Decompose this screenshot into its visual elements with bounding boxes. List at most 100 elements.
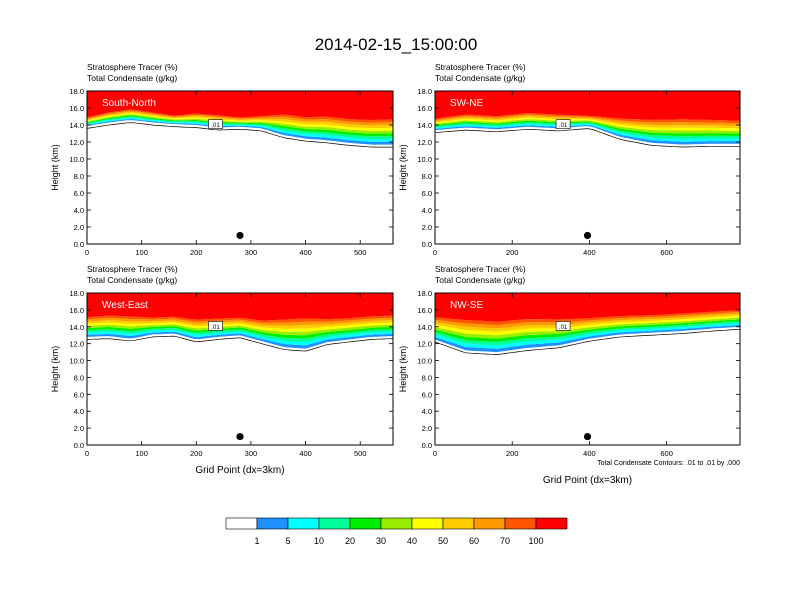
location-marker [583, 432, 592, 441]
plot-area [87, 91, 393, 244]
tracer-band-50 [87, 111, 393, 129]
tracer-band-60 [435, 114, 740, 126]
y-tick-label: 12.0 [417, 340, 432, 349]
tracer-band-70 [435, 310, 740, 325]
tracer-band-100 [87, 91, 393, 120]
y-tick-label: 6.0 [422, 189, 432, 198]
tracer-band-30 [87, 114, 393, 134]
y-axis-label: Height (km) [50, 144, 60, 191]
x-tick-label: 300 [245, 248, 258, 257]
tracer-band-20 [435, 120, 740, 137]
colorbar-label: 30 [376, 536, 386, 546]
y-tick-label: 18.0 [417, 289, 432, 298]
colorbar-swatch [504, 517, 537, 530]
x-tick-label: 200 [506, 449, 519, 458]
y-tick-label: 10.0 [69, 357, 84, 366]
colorbar-label: 50 [438, 536, 448, 546]
location-marker [236, 231, 244, 240]
tracer-band-30 [435, 119, 740, 134]
y-tick-label: 4.0 [74, 206, 84, 215]
y-tick-label: 10.0 [69, 155, 84, 164]
tracer-band-70 [435, 113, 740, 124]
panel-nw-se: .01 0.0 2.0 4.0 6.0 8.0 10.0 12.0 14.0 16.0 18.0 0 2… [398, 264, 741, 486]
tracer-band-5 [435, 323, 740, 349]
x-tick-label: 0 [433, 449, 437, 458]
plot-frame [434, 90, 741, 245]
tracer-band-30 [87, 324, 393, 336]
fill-variable-label: Stratosphere Tracer (%) [87, 62, 178, 72]
condensate-contour [435, 128, 740, 148]
tracer-band-5 [87, 117, 393, 142]
tracer-band-10 [435, 321, 740, 346]
y-axis-label: Height (km) [398, 346, 408, 393]
y-tick-label: 18.0 [69, 289, 84, 298]
colorbar-swatch [380, 517, 413, 530]
y-tick-label: 16.0 [417, 104, 432, 113]
contour-label-box [208, 119, 223, 129]
contour-label-box [555, 119, 571, 129]
colorbar-swatch [411, 517, 444, 530]
x-tick-label: 400 [583, 449, 596, 458]
tracer-band-100 [87, 293, 393, 321]
plot-area [435, 91, 740, 244]
y-tick-label: 8.0 [74, 373, 84, 382]
x-tick-label: 100 [135, 449, 148, 458]
colorbar-label: 100 [528, 536, 543, 546]
panel-west-east: .01 0.0 2.0 4.0 6.0 8.0 10.0 12.0 14.0 16.0 18.0 0 1… [50, 264, 394, 476]
y-tick-label: 18.0 [69, 87, 84, 96]
tracer-band-40 [87, 113, 393, 131]
x-tick-label: 600 [660, 449, 673, 458]
panel-south-north: .01 0.0 2.0 4.0 6.0 8.0 10.0 12.0 14.0 16.0 18.0 0 1… [50, 62, 394, 257]
contour-label: .01 [211, 325, 220, 331]
colorbar-swatch [225, 517, 258, 530]
y-tick-label: 16.0 [69, 306, 84, 315]
tracer-band-1 [435, 124, 740, 145]
fill-variable-label: Stratosphere Tracer (%) [435, 62, 526, 72]
y-tick-label: 10.0 [417, 357, 432, 366]
colorbar-label: 40 [407, 536, 417, 546]
panel-name: West-East [102, 300, 148, 311]
tracer-band-20 [87, 115, 393, 137]
x-tick-label: 400 [583, 248, 596, 257]
contour-label: .01 [559, 123, 568, 129]
x-tick-label: 0 [433, 248, 437, 257]
figure-title: 2014-02-15_15:00:00 [315, 35, 478, 54]
tracer-band-70 [87, 315, 393, 323]
colorbar-swatch [535, 517, 568, 530]
colorbar-label: 10 [314, 536, 324, 546]
x-tick-label: 600 [660, 248, 673, 257]
location-marker [583, 231, 592, 240]
y-tick-label: 16.0 [69, 104, 84, 113]
x-tick-label: 200 [190, 449, 203, 458]
y-tick-label: 6.0 [74, 390, 84, 399]
x-tick-label: 500 [354, 248, 367, 257]
y-tick-label: 6.0 [422, 390, 432, 399]
condensate-contour [87, 335, 393, 352]
y-tick-label: 18.0 [417, 87, 432, 96]
fill-variable-label: Stratosphere Tracer (%) [435, 264, 526, 274]
x-tick-label: 400 [299, 449, 312, 458]
x-axis-label: Grid Point (dx=3km) [195, 465, 284, 476]
tracer-band-5 [435, 123, 740, 142]
tracer-band-20 [87, 326, 393, 339]
y-tick-label: 14.0 [417, 121, 432, 130]
x-tick-label: 100 [135, 248, 148, 257]
contour-variable-label: Total Condensate (g/kg) [87, 275, 177, 285]
tracer-band-50 [87, 320, 393, 329]
colorbar-swatch [473, 517, 506, 530]
y-axis-label: Height (km) [50, 346, 60, 393]
tracer-band-10 [87, 116, 393, 140]
x-tick-label: 300 [245, 449, 258, 458]
y-tick-label: 14.0 [417, 323, 432, 332]
panels: .01 0.0 2.0 4.0 6.0 8.0 10.0 12.0 14.0 16.0 18.0 0 1… [50, 62, 741, 486]
y-tick-label: 8.0 [74, 172, 84, 181]
colorbar-swatch [442, 517, 475, 530]
plot-frame [86, 292, 394, 446]
y-tick-label: 4.0 [74, 407, 84, 416]
colorbar-label: 1 [254, 536, 259, 546]
colorbar-swatch [287, 517, 320, 530]
y-tick-label: 14.0 [69, 121, 84, 130]
tracer-band-100 [435, 91, 740, 121]
tracer-band-40 [87, 322, 393, 332]
y-tick-label: 10.0 [417, 155, 432, 164]
